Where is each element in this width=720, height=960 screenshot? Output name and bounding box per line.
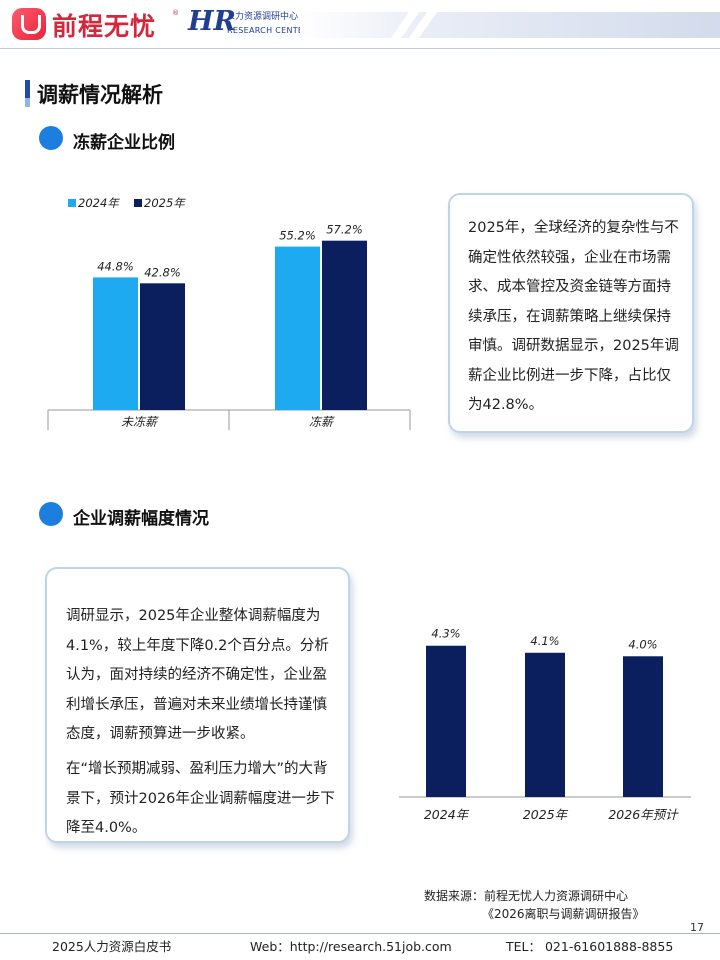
- bar: [93, 277, 138, 410]
- freeze-ratio-chart: 2024年 2025年 44.8% 42.8% 未冻薪 55.2% 57.2% 冻薪: [47, 196, 411, 430]
- legend-label: 2025年: [144, 196, 186, 210]
- hr-logo: HR: [188, 6, 236, 37]
- x-tick-label: 冻薪: [309, 415, 335, 429]
- section-marker-light: [25, 98, 30, 107]
- x-tick-label: 2026年预计: [608, 807, 679, 822]
- research-center-en: RESEARCH CENTER: [227, 26, 310, 35]
- bar: [275, 246, 320, 410]
- bar: [140, 283, 185, 410]
- bar-data-label: 4.1%: [530, 634, 559, 648]
- raise-subtitle: 企业调薪幅度情况: [73, 509, 209, 529]
- bar-data-label: 55.2%: [279, 229, 316, 243]
- source-line-2: 《2026离职与调薪调研报告》: [482, 907, 645, 921]
- bullet-dot-icon: [39, 126, 63, 150]
- registered-mark: ®: [172, 9, 179, 17]
- bar-data-label: 44.8%: [97, 259, 134, 273]
- legend-swatch: [68, 199, 76, 207]
- bar-data-label: 4.0%: [628, 637, 657, 651]
- source-line-1: 数据来源：前程无忧人力资源调研中心: [424, 889, 629, 903]
- research-center-cn: 人力资源调研中心: [226, 12, 299, 22]
- footer-title: 2025人力资源白皮书: [52, 939, 172, 954]
- bar: [322, 240, 367, 410]
- x-tick-label: 2025年: [523, 807, 569, 822]
- raise-rate-chart: 4.3% 2024年 4.1% 2025年 4.0% 2026年预计: [399, 627, 691, 822]
- brand-logo-text: 前程无忧: [52, 12, 157, 41]
- logo-icon: [12, 8, 46, 40]
- page-number: 17: [690, 921, 704, 934]
- footer-web: Web：http://research.51job.com: [250, 939, 452, 954]
- freeze-subtitle: 冻薪企业比例: [73, 133, 175, 153]
- x-tick-label: 2024年: [424, 807, 470, 822]
- bar: [426, 645, 466, 797]
- raise-text-para2: 在“增长预期减弱、盈利压力增大”的大背景下，预计2026年企业调薪幅度进一步下降…: [66, 761, 335, 836]
- legend-label: 2024年: [78, 196, 120, 210]
- bar: [525, 652, 565, 797]
- bar-data-label: 42.8%: [144, 265, 181, 279]
- bullet-dot-icon: [39, 502, 63, 526]
- x-tick-label: 未冻薪: [121, 415, 159, 429]
- section-title: 调薪情况解析: [37, 83, 163, 107]
- page-header: 前程无忧 ® HR 人力资源调研中心 RESEARCH CENTER: [0, 0, 720, 48]
- bar: [623, 656, 663, 797]
- raise-text-para1: 调研显示，2025年企业整体调薪幅度为4.1%，较上年度下降0.2个百分点。分析…: [66, 608, 329, 742]
- bar-data-label: 57.2%: [326, 223, 363, 237]
- footer-tel: TEL： 021-61601888-8855: [506, 939, 674, 954]
- raise-text-card: 调研显示，2025年企业整体调薪幅度为4.1%，较上年度下降0.2个百分点。分析…: [45, 567, 350, 843]
- header-divider: [0, 48, 720, 49]
- bar-data-label: 4.3%: [431, 627, 460, 641]
- freeze-text-card: 2025年，全球经济的复杂性与不确定性依然较强，企业在市场需求、成本管控及资金链…: [448, 193, 694, 433]
- freeze-text: 2025年，全球经济的复杂性与不确定性依然较强，企业在市场需求、成本管控及资金链…: [468, 220, 679, 413]
- section-marker: [25, 80, 30, 98]
- legend-swatch: [134, 199, 142, 207]
- footer-divider: [0, 933, 720, 934]
- header-decor-band: [300, 12, 720, 38]
